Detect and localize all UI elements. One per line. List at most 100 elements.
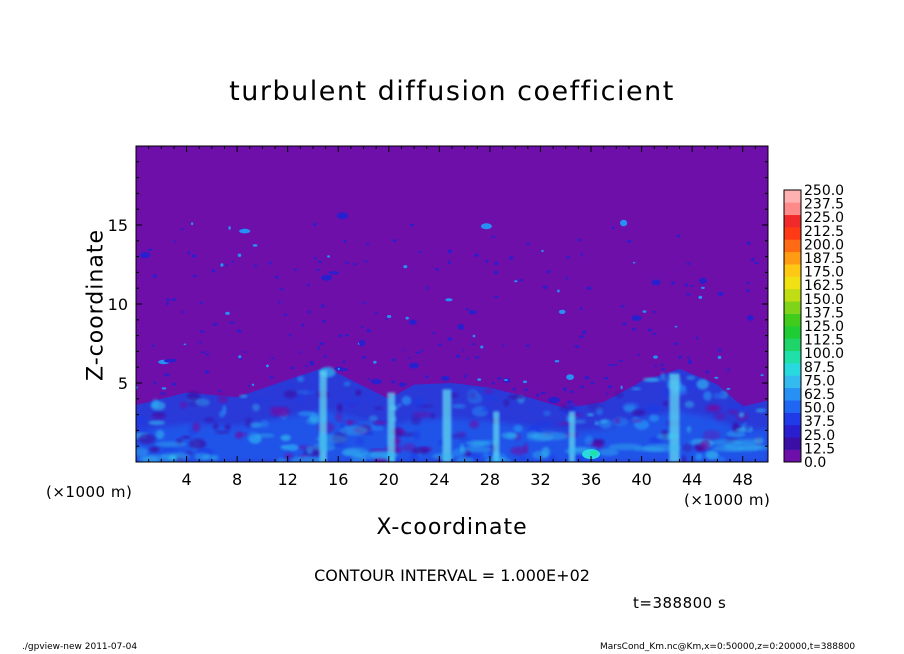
turbulence-texture <box>235 431 243 440</box>
turbulence-speckle <box>540 391 546 395</box>
turbulence-speckle <box>512 387 516 391</box>
turbulence-texture <box>410 452 419 462</box>
turbulence-texture <box>150 401 166 411</box>
turbulence-speckle <box>747 315 754 321</box>
turbulence-speckle <box>220 263 224 267</box>
turbulence-speckle <box>477 378 482 381</box>
turbulence-speckle <box>229 321 235 324</box>
turbulence-speckle <box>546 270 551 274</box>
turbulence-speckle <box>637 353 641 356</box>
turbulence-speckle <box>321 320 326 323</box>
turbulence-texture <box>187 391 200 403</box>
turbulence-speckle <box>343 239 347 243</box>
turbulence-speckle <box>464 374 467 378</box>
turbulence-texture <box>483 451 490 458</box>
turbulence-speckle <box>620 305 625 308</box>
turbulence-texture <box>297 376 305 382</box>
turbulence-speckle <box>425 375 429 378</box>
low-level-swirl <box>311 443 336 452</box>
turbulence-speckle <box>566 256 571 259</box>
turbulence-speckle <box>455 354 461 358</box>
turbulence-speckle <box>198 341 203 344</box>
turbulence-speckle <box>501 344 505 347</box>
turbulence-speckle <box>200 351 206 353</box>
turbulence-speckle <box>211 269 216 273</box>
turbulence-speckle <box>580 307 583 311</box>
footer-left: ./gpview-new 2011-07-04 <box>22 642 138 652</box>
turbulence-speckle <box>166 302 169 306</box>
turbulence-texture <box>343 381 351 387</box>
turbulence-texture <box>366 392 372 403</box>
low-level-swirl <box>136 447 149 457</box>
x-axis-label: X-coordinate <box>376 515 528 540</box>
turbulence-texture <box>397 403 402 408</box>
low-level-swirl <box>505 432 519 440</box>
colorbar-segment <box>784 227 801 240</box>
colorbar-segment <box>784 264 801 277</box>
colorbar-segment <box>784 251 801 265</box>
low-level-swirl <box>202 454 217 461</box>
turbulence-speckle <box>327 255 331 258</box>
turbulence-texture <box>700 439 711 450</box>
turbulence-speckle <box>290 366 295 370</box>
colorbar-label: 200.0 <box>804 237 844 253</box>
colorbar-segment <box>784 202 801 216</box>
turbulence-texture <box>373 421 387 425</box>
turbulence-texture <box>374 406 384 411</box>
turbulence-speckle <box>405 316 409 320</box>
low-level-swirl <box>532 431 570 441</box>
colorbar-segment <box>784 400 801 413</box>
turbulence-speckle <box>345 261 350 264</box>
turbulence-speckle <box>415 351 421 354</box>
turbulence-texture <box>413 398 425 408</box>
turbulence-speckle <box>420 349 424 352</box>
turbulence-texture <box>298 393 304 405</box>
turbulence-speckle <box>568 390 574 393</box>
turbulence-texture <box>713 392 723 399</box>
turbulence-texture <box>696 379 709 390</box>
colorbar-segment <box>784 350 801 364</box>
colorbar-segment <box>784 276 801 290</box>
turbulence-speckle <box>374 312 378 314</box>
turbulence-speckle <box>251 383 255 386</box>
colorbar-segment <box>784 375 801 389</box>
chart-title: turbulent diffusion coefficient <box>229 76 675 107</box>
turbulence-texture <box>663 401 669 406</box>
turbulence-texture <box>543 410 551 416</box>
turbulence-texture <box>355 389 362 396</box>
turbulence-speckle <box>632 261 636 264</box>
low-level-swirl <box>656 433 677 441</box>
turbulence-speckle <box>299 351 302 354</box>
turbulence-speckle <box>618 359 623 362</box>
turbulence-speckle <box>237 253 242 257</box>
turbulence-texture <box>611 417 629 427</box>
x-tick-label: 20 <box>379 470 399 489</box>
turbulence-speckle <box>401 349 404 351</box>
low-level-swirl <box>484 456 512 462</box>
colorbar-label: 62.5 <box>804 387 835 403</box>
turbulence-texture <box>587 413 594 417</box>
colorbar-label: 112.5 <box>804 333 844 349</box>
turbulence-texture <box>686 426 692 433</box>
turbulence-speckle <box>745 289 751 292</box>
turbulence-texture <box>288 444 299 452</box>
turbulence-speckle <box>536 393 539 397</box>
y-tick-label: 15 <box>108 216 128 235</box>
turbulence-speckle <box>307 310 311 314</box>
turbulence-texture <box>347 420 353 426</box>
turbulence-texture <box>695 453 703 461</box>
turbulence-speckle <box>161 387 167 390</box>
turbulence-speckle <box>491 382 496 385</box>
turbulence-texture <box>411 447 430 455</box>
turbulence-speckle <box>435 267 439 271</box>
low-level-swirl <box>342 449 362 457</box>
colorbar-segment <box>784 338 801 352</box>
turbulence-texture <box>703 391 712 401</box>
low-level-swirl <box>339 425 368 436</box>
turbulence-texture <box>484 398 500 401</box>
turbulence-speckle <box>386 315 392 318</box>
time-label: t=388800 s <box>633 594 727 612</box>
colorbar-segment <box>784 412 801 426</box>
turbulence-speckle <box>225 311 230 315</box>
turbulence-speckle <box>270 375 274 379</box>
